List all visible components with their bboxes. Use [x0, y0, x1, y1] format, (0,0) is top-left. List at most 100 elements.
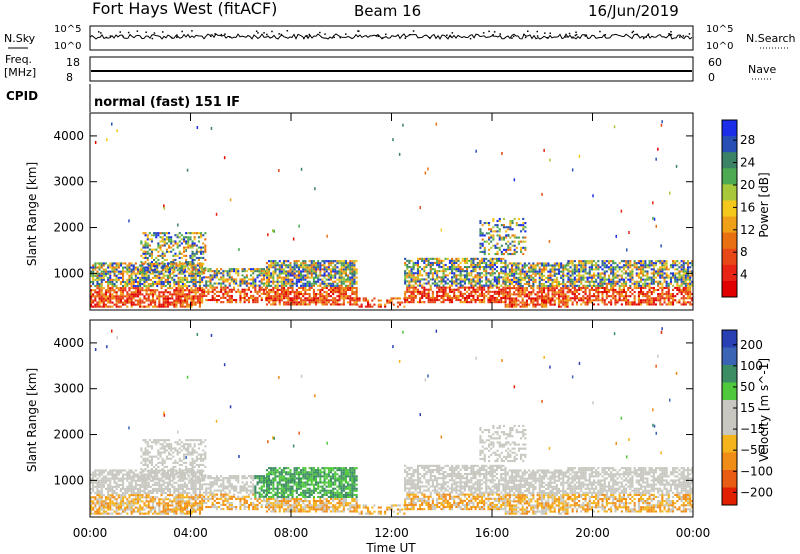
power-cell: [427, 288, 430, 291]
power-cell: [474, 257, 477, 260]
power-cell: [560, 262, 563, 265]
power-cell: [633, 286, 636, 289]
power-cell: [674, 268, 677, 271]
power-cell: [496, 242, 499, 245]
power-cell: [147, 303, 150, 306]
power-cell: [580, 280, 583, 283]
power-cell: [298, 224, 300, 228]
power-cell: [491, 261, 494, 264]
power-cell: [406, 264, 409, 267]
power-cell: [342, 276, 345, 279]
power-cell: [153, 271, 156, 274]
power-cell: [327, 264, 330, 267]
power-cell: [494, 224, 497, 227]
power-cell: [308, 282, 311, 285]
power-cell: [243, 280, 246, 283]
power-cell: [181, 278, 184, 281]
nsearch-point: [255, 30, 258, 32]
power-cell: [601, 295, 604, 298]
power-cell: [168, 244, 171, 247]
nsearch-point: [682, 35, 685, 37]
power-cell: [160, 291, 163, 294]
power-cell: [141, 276, 144, 279]
power-cell: [113, 303, 116, 306]
power-cell: [349, 266, 352, 269]
power-cell: [141, 283, 144, 286]
power-cell: [620, 288, 623, 291]
power-cell: [485, 276, 488, 279]
power-cell: [176, 269, 179, 272]
velocity-cell: [107, 504, 110, 507]
power-cell: [575, 288, 578, 291]
power-cell: [566, 274, 569, 277]
power-cell: [691, 262, 694, 265]
velocity-cell: [102, 485, 105, 488]
power-cell: [325, 295, 328, 298]
power-cell: [631, 264, 634, 267]
nsearch-point: [257, 32, 259, 34]
power-cell: [618, 297, 621, 300]
power-cell: [513, 299, 516, 302]
power-cell: [502, 217, 505, 220]
power-cell: [682, 262, 685, 265]
power-cell: [551, 291, 554, 294]
power-cell: [421, 301, 424, 304]
power-cell: [532, 272, 535, 275]
power-cell: [504, 299, 507, 302]
power-cell: [495, 280, 498, 283]
power-cell: [592, 194, 594, 198]
power-cell: [509, 220, 512, 223]
power-cell: [258, 280, 261, 283]
power-cell: [434, 296, 437, 299]
power-cell: [408, 286, 411, 289]
power-cell: [177, 283, 180, 286]
power-cell: [648, 301, 651, 304]
power-cell: [222, 270, 225, 273]
power-cell: [158, 262, 161, 265]
power-cell: [347, 297, 350, 300]
power-cell: [466, 261, 469, 264]
power-cell: [189, 236, 192, 239]
power-cell: [495, 292, 498, 295]
power-cell: [353, 303, 356, 306]
power-cell: [680, 278, 683, 281]
power-cell: [181, 262, 184, 265]
power-cell: [179, 305, 182, 308]
power-cell: [404, 292, 407, 295]
power-cell: [472, 286, 475, 289]
power-cell: [102, 299, 105, 302]
power-cell: [652, 297, 655, 300]
power-cell: [625, 303, 628, 306]
power-cell: [194, 297, 197, 300]
power-cell: [237, 268, 240, 271]
power-cell: [334, 291, 337, 294]
velocity-cell: [94, 473, 97, 476]
power-cell: [474, 284, 477, 287]
power-cell: [100, 283, 103, 286]
power-cell: [243, 299, 246, 302]
power-cell: [306, 266, 309, 269]
power-cell: [540, 285, 543, 288]
power-cell: [143, 301, 146, 304]
power-cell: [543, 285, 546, 288]
power-cell: [689, 280, 692, 283]
power-cell: [419, 257, 422, 260]
power-cell: [416, 259, 419, 262]
power-cell: [265, 268, 268, 271]
power-cell: [532, 270, 535, 273]
nsearch-point: [100, 32, 102, 34]
power-cell: [159, 244, 162, 247]
power-cell: [586, 297, 589, 300]
power-cell: [479, 244, 482, 247]
power-cell: [485, 232, 488, 235]
power-cell: [302, 274, 305, 277]
power-cell: [147, 283, 150, 286]
power-cell: [151, 293, 154, 296]
power-cell: [629, 286, 632, 289]
power-cell: [98, 278, 101, 281]
power-cell: [163, 263, 166, 266]
nsearch-point: [271, 30, 273, 33]
power-cell: [139, 299, 142, 302]
power-cell: [521, 268, 524, 271]
power-cell: [137, 272, 140, 275]
